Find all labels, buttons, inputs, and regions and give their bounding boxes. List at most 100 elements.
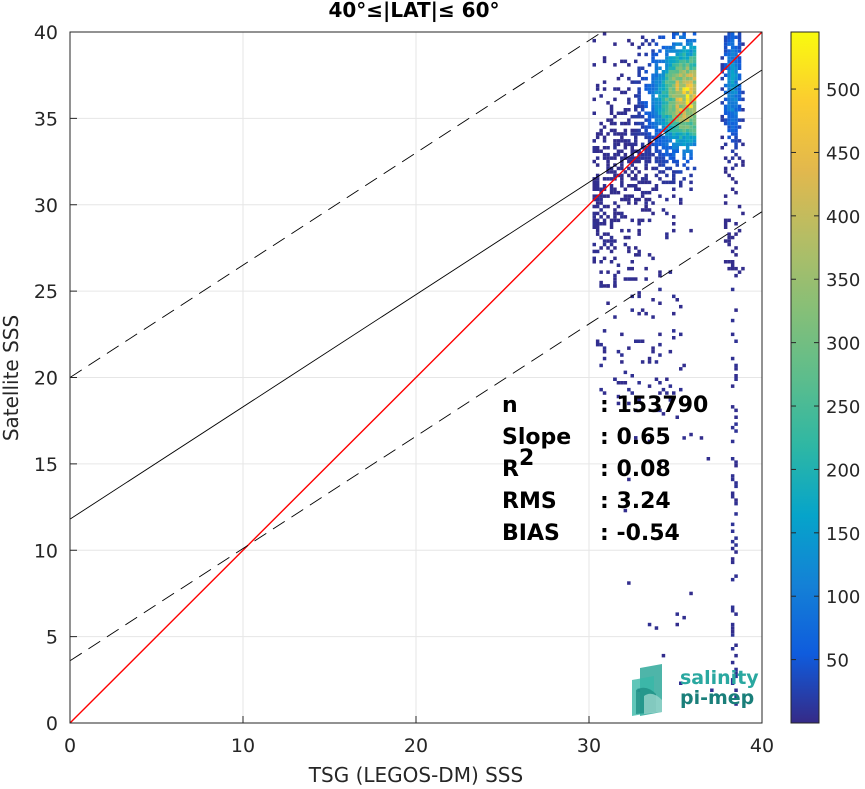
heatmap-cell	[689, 156, 693, 160]
heatmap-cell	[727, 101, 731, 105]
heatmap-cell	[727, 239, 731, 243]
heatmap-cell	[692, 114, 697, 119]
heatmap-cell	[640, 308, 645, 312]
chart-title: 40°≤|LAT|≤ 60°	[328, 0, 499, 22]
heatmap-cell	[668, 156, 673, 160]
heatmap-cell	[658, 163, 662, 167]
heatmap-cell	[689, 139, 693, 143]
heatmap-cell	[730, 557, 735, 561]
heatmap-cell	[675, 622, 679, 627]
heatmap-cell	[613, 377, 617, 381]
heatmap-cell	[730, 605, 735, 609]
heatmap-cell	[637, 90, 641, 95]
heatmap-cell	[613, 280, 617, 285]
heatmap-cell	[730, 629, 735, 634]
heatmap-cell	[672, 135, 676, 140]
heatmap-cell	[685, 135, 690, 140]
heatmap-cell	[679, 681, 683, 685]
heatmap-cell	[734, 80, 738, 84]
heatmap-cell	[644, 128, 648, 133]
heatmap-cell	[620, 381, 624, 385]
heatmap-cell	[606, 301, 610, 305]
heatmap-cell	[668, 135, 673, 140]
heatmap-cell	[658, 118, 662, 122]
heatmap-cell	[627, 76, 631, 81]
heatmap-cell	[602, 349, 607, 354]
heatmap-cell	[734, 108, 738, 112]
heatmap-cell	[644, 266, 648, 271]
heatmap-cell	[675, 108, 679, 112]
heatmap-cell	[616, 149, 621, 153]
heatmap-cell	[634, 142, 638, 147]
heatmap-cell	[627, 142, 631, 147]
heatmap-cell	[668, 132, 673, 136]
heatmap-cell	[679, 90, 683, 95]
heatmap-cell	[654, 70, 659, 74]
heatmap-cell	[634, 108, 638, 112]
heatmap-cell	[723, 97, 728, 102]
heatmap-cell	[668, 66, 673, 70]
heatmap-cell	[661, 104, 666, 109]
heatmap-cell	[679, 76, 683, 81]
heatmap-cell	[689, 80, 693, 84]
heatmap-cell	[620, 177, 624, 181]
heatmap-cell	[668, 83, 673, 88]
heatmap-cell	[661, 111, 666, 115]
heatmap-cell	[730, 439, 735, 444]
heatmap-cell	[668, 73, 673, 77]
heatmap-cell	[627, 249, 631, 254]
heatmap-cell	[672, 180, 676, 185]
heatmap-cell	[723, 260, 728, 264]
heatmap-cell	[692, 108, 697, 112]
heatmap-cell	[647, 622, 652, 627]
heatmap-cell	[672, 80, 676, 84]
heatmap-cell	[727, 49, 731, 53]
heatmap-cell	[679, 201, 683, 205]
heatmap-cell	[675, 111, 679, 115]
heatmap-cell	[599, 342, 603, 347]
heatmap-cell	[647, 63, 652, 67]
heatmap-cell	[723, 222, 728, 226]
heatmap-cell	[602, 356, 607, 361]
heatmap-cell	[727, 104, 731, 109]
heatmap-cell	[727, 118, 731, 122]
heatmap-cell	[609, 190, 614, 195]
heatmap-cell	[606, 194, 610, 198]
heatmap-cell	[634, 121, 638, 126]
y-tick-label: 5	[46, 627, 58, 649]
heatmap-cell	[720, 76, 724, 81]
heatmap-cell	[679, 87, 683, 91]
heatmap-cell	[640, 66, 645, 70]
heatmap-cell	[627, 246, 631, 250]
heatmap-cell	[692, 76, 697, 81]
heatmap-cell	[647, 132, 652, 136]
heatmap-cell	[654, 166, 659, 171]
heatmap-cell	[644, 180, 648, 185]
heatmap-cell	[595, 228, 600, 233]
heatmap-cell	[675, 135, 679, 140]
heatmap-cell	[679, 35, 683, 39]
heatmap-cell	[727, 94, 731, 98]
heatmap-cell	[668, 270, 673, 274]
heatmap-cell	[595, 187, 600, 191]
heatmap-cell	[672, 56, 676, 60]
heatmap-cell	[675, 132, 679, 136]
heatmap-cell	[730, 522, 735, 527]
heatmap-cell	[609, 235, 614, 240]
heatmap-cell	[689, 66, 693, 70]
heatmap-cell	[723, 118, 728, 122]
heatmap-cell	[679, 304, 683, 309]
heatmap-cell	[658, 80, 662, 84]
heatmap-cell	[644, 104, 648, 109]
heatmap-cell	[675, 612, 679, 616]
heatmap-cell	[644, 149, 648, 153]
heatmap-cell	[592, 211, 596, 216]
heatmap-cell	[672, 311, 676, 316]
heatmap-cell	[727, 90, 731, 95]
heatmap-cell	[689, 87, 693, 91]
heatmap-cell	[602, 177, 607, 181]
heatmap-cell	[658, 170, 662, 174]
heatmap-cell	[658, 273, 662, 278]
heatmap-cell	[613, 239, 617, 243]
heatmap-cell	[654, 76, 659, 81]
